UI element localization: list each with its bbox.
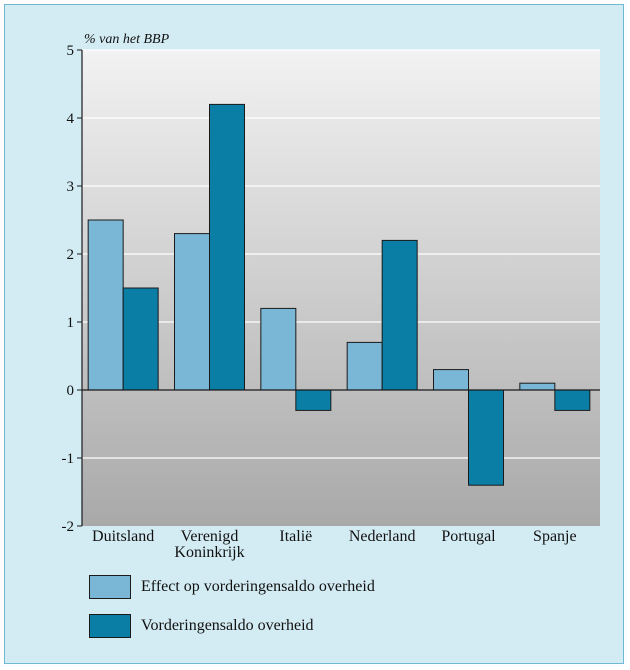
bar: [519, 382, 556, 391]
plot-area: [82, 50, 600, 526]
x-category-label: Portugal: [441, 528, 496, 545]
y-tick-label: 0: [67, 383, 75, 399]
bar: [174, 233, 210, 391]
bar: [433, 369, 469, 391]
y-tick-label: 1: [67, 315, 75, 331]
legend-label-effect: Effect op vorderingensaldo overheid: [141, 578, 375, 595]
bar: [260, 307, 297, 391]
legend-label-saldo: Vorderingensaldo overheid: [141, 617, 314, 634]
bar: [554, 389, 591, 411]
x-category-label: Spanje: [533, 528, 577, 545]
bar: [209, 103, 245, 391]
y-tick-label: 3: [67, 179, 75, 195]
bar: [381, 239, 418, 391]
bars: [87, 103, 591, 486]
y-tick-label: 5: [67, 43, 75, 59]
legend-swatch-light-blue: [89, 575, 131, 599]
bar: [295, 389, 332, 411]
chart-panel: 5 4 3 2 1 0 -1 -2 Duitsland Verenigd Koninkrijk Ita…: [4, 4, 624, 664]
labels: 5 4 3 2 1 0 -1 -2 Duitsland Verenigd Koninkrijk Ita…: [62, 43, 577, 561]
bar-chart: 5 4 3 2 1 0 -1 -2 Duitsland Verenigd Koninkrijk Ita…: [62, 32, 600, 561]
y-tick-label: -2: [62, 519, 75, 535]
axes: [77, 49, 600, 527]
bar: [87, 219, 124, 391]
x-category-label: Italië: [279, 528, 312, 545]
y-tick-label: 4: [67, 111, 75, 127]
y-tick-label: 2: [67, 247, 75, 263]
x-category-label: Duitsland: [92, 528, 154, 545]
x-category-label: Verenigd Koninkrijk: [174, 528, 244, 561]
gridlines: [82, 49, 600, 459]
y-axis-unit-label: % van het BBP: [84, 32, 170, 47]
bar: [346, 341, 383, 391]
x-category-label: Nederland: [349, 528, 416, 545]
y-tick-label: -1: [62, 451, 75, 467]
bar: [122, 287, 159, 391]
bar: [468, 389, 504, 486]
legend-swatch-dark-blue: [89, 614, 131, 638]
